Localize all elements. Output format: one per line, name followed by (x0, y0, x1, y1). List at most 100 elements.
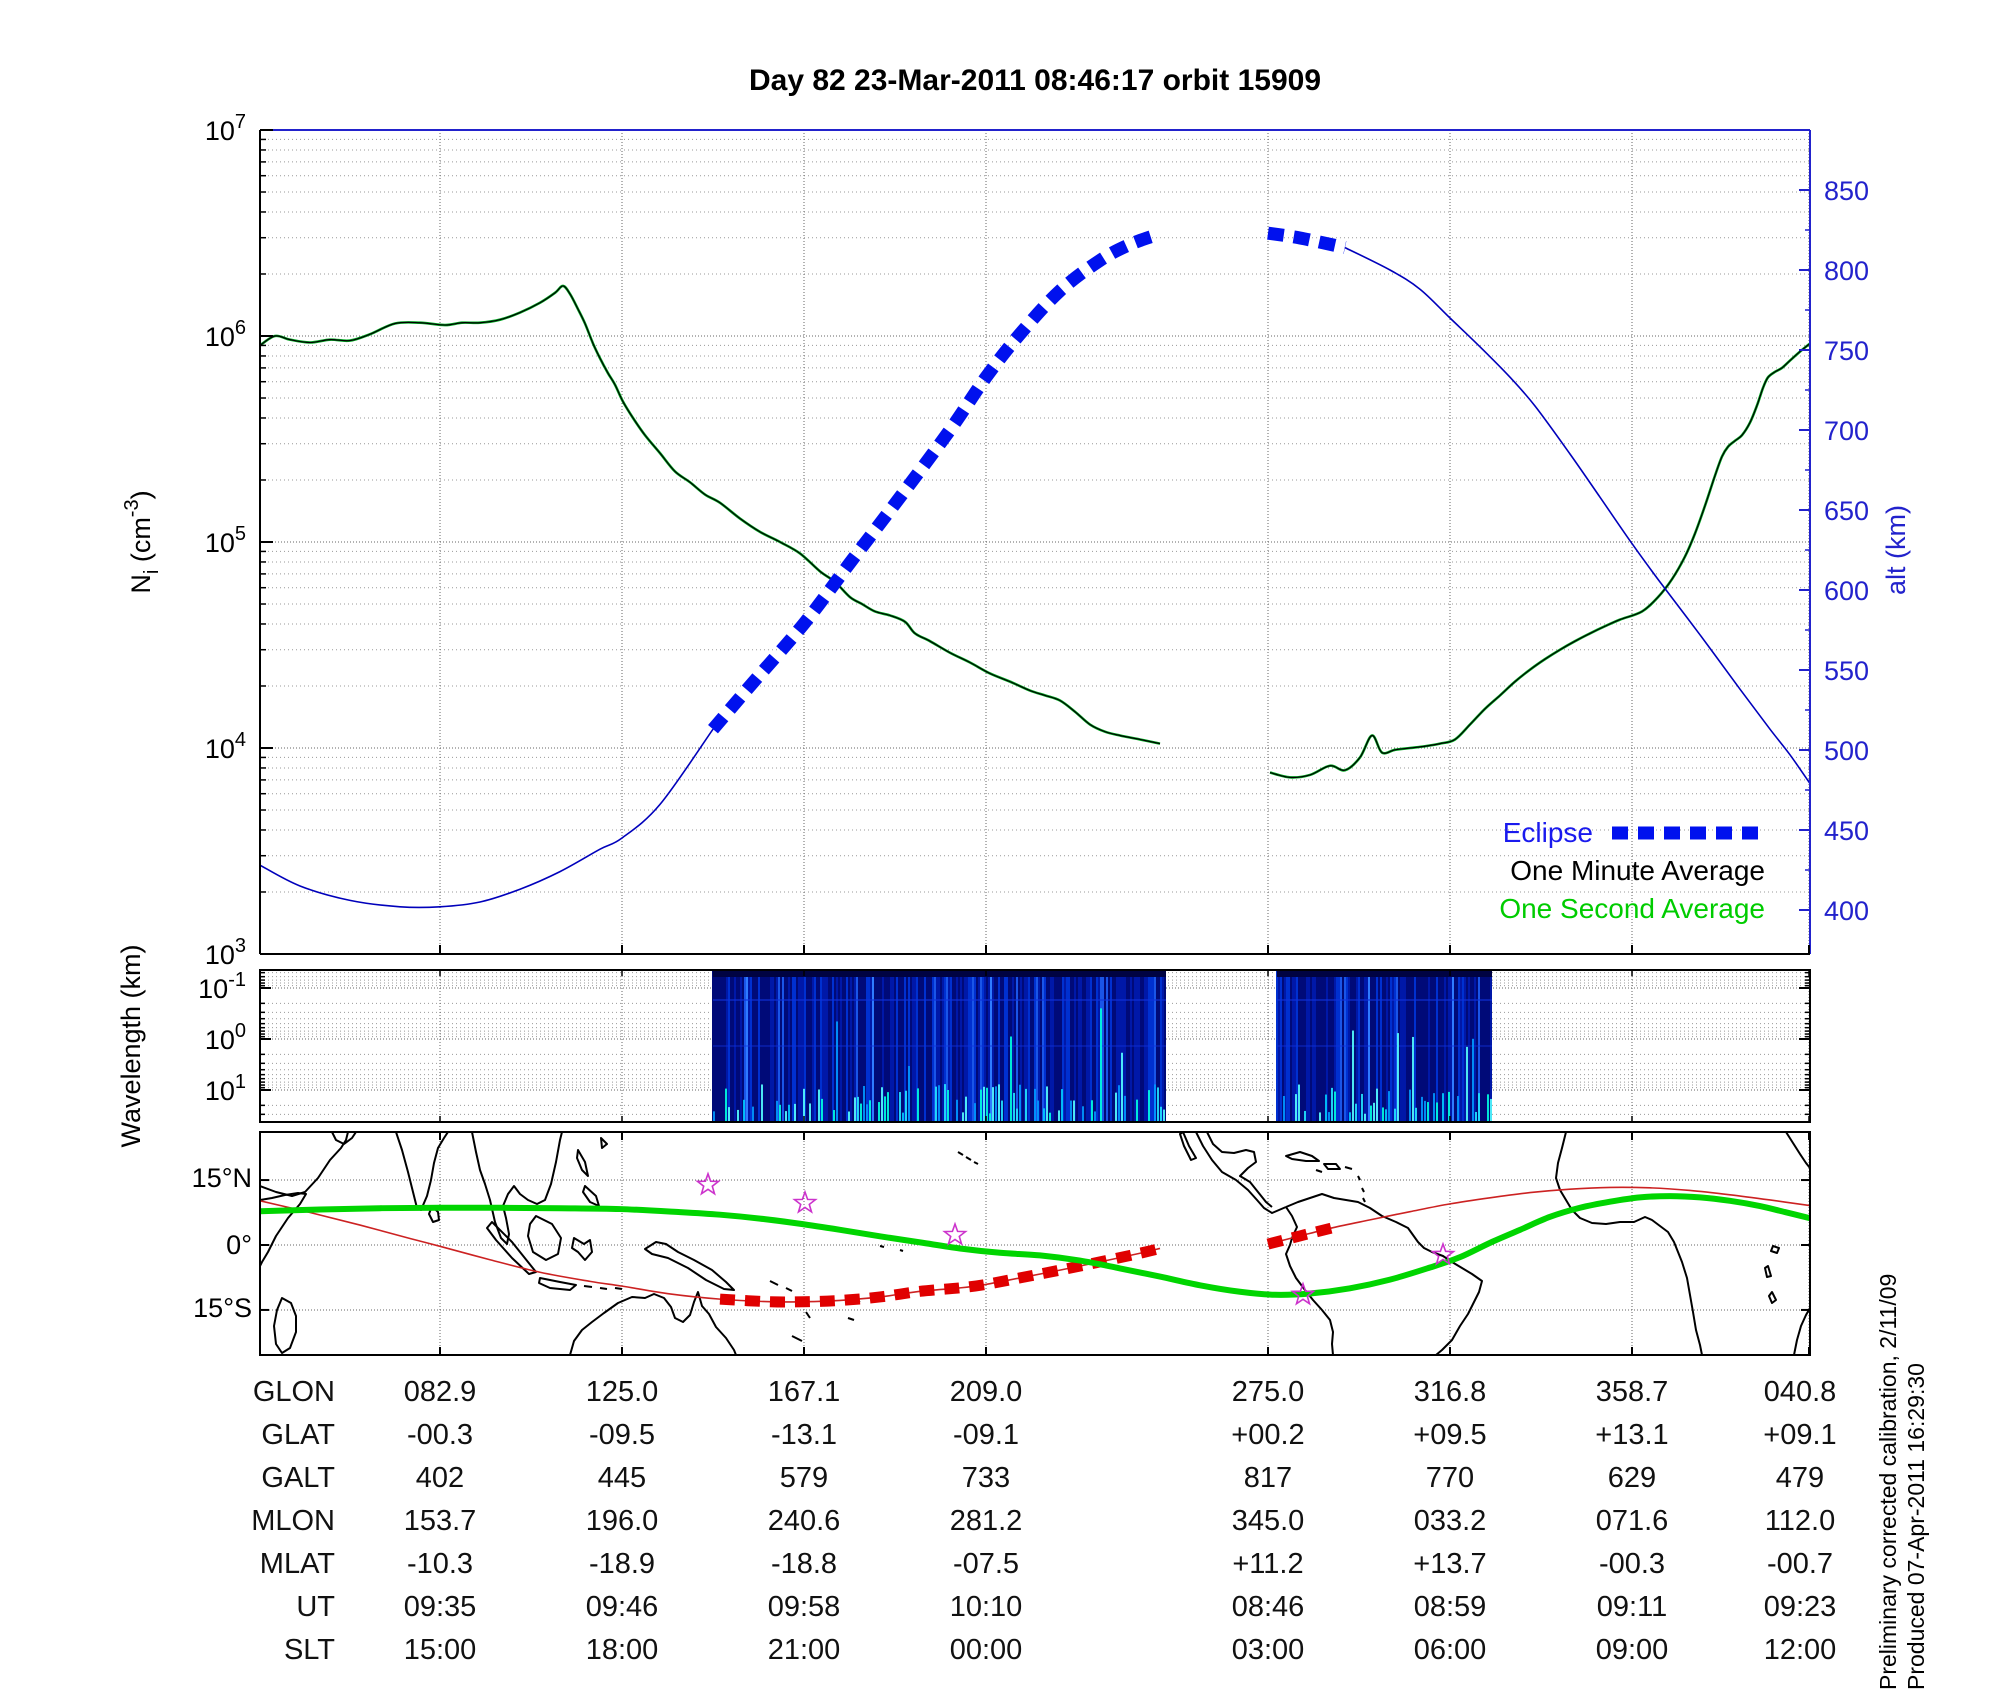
lat-label-15s: 15°S (193, 1293, 252, 1323)
table-cell: 167.1 (767, 1376, 841, 1408)
coast-sri-lanka (428, 1205, 440, 1223)
wavelength-spectrogram (712, 970, 1492, 1122)
table-cell: +09.5 (1413, 1419, 1487, 1451)
african-lakes (1764, 1245, 1780, 1304)
table-cell: 12:00 (1763, 1634, 1837, 1666)
table-cell: 316.8 (1413, 1376, 1487, 1408)
coast-lesser-sunda (583, 1285, 623, 1290)
table-cell: 345.0 (1231, 1505, 1305, 1537)
table-cell: 10:10 (949, 1591, 1023, 1623)
table-cell: +11.2 (1232, 1548, 1304, 1580)
table-row-label-glon: GLON (252, 1376, 335, 1408)
table-cell: 09:00 (1595, 1634, 1669, 1666)
coast-east-africa (1793, 1307, 1810, 1355)
coast-cuba (1285, 1151, 1320, 1162)
log-tick-label: 10-1 (198, 969, 246, 1004)
table-cell: 275.0 (1231, 1376, 1305, 1408)
table-cell: +09.1 (1763, 1419, 1837, 1451)
ground-track-line (1267, 1186, 1810, 1245)
coast-baja (1179, 1132, 1197, 1161)
table-cell: 09:58 (767, 1591, 841, 1623)
coast-indochina (471, 1132, 563, 1245)
wavelength-axis-label: Wavelength (km) (116, 944, 146, 1147)
legend-one-second-label: One Second Average (1499, 893, 1765, 924)
one-second-average-curve (1269, 342, 1810, 779)
one-minute-average-curve (260, 285, 1161, 745)
coast-hawaii (957, 1151, 979, 1165)
density-axis-label: Ni (cm-3) (121, 490, 163, 593)
table-cell: 08:59 (1413, 1591, 1487, 1623)
one-second-average-curve (260, 284, 1161, 745)
alt-tick-label: 800 (1824, 256, 1869, 286)
coast-west-africa (1555, 1132, 1703, 1355)
alt-tick-label: 400 (1824, 896, 1869, 926)
table-cell: 15:00 (403, 1634, 477, 1666)
alt-tick-label: 450 (1824, 816, 1869, 846)
axes-and-ticks (259, 129, 1811, 1356)
coast-philippines (576, 1149, 600, 1207)
figure-title: Day 82 23-Mar-2011 08:46:17 orbit 15909 (749, 64, 1321, 97)
table-cell: 358.7 (1595, 1376, 1669, 1408)
world-map-coastline (260, 1132, 1810, 1355)
table-cell: 209.0 (949, 1376, 1023, 1408)
coast-borneo (527, 1215, 562, 1261)
table-cell: +13.7 (1413, 1548, 1487, 1580)
table-row-label-mlat: MLAT (259, 1548, 335, 1580)
table-cell: 09:11 (1596, 1591, 1668, 1623)
alt-axis-label: alt (km) (1881, 505, 1911, 595)
table-cell: 402 (415, 1462, 465, 1494)
coast-java (538, 1277, 577, 1291)
legend-one-minute-label: One Minute Average (1510, 855, 1765, 886)
magnetic-equator-line (260, 1193, 1810, 1298)
coast-south-america-east (1285, 1193, 1483, 1355)
coast-arabia (260, 1132, 349, 1197)
table-cell: -00.3 (1598, 1548, 1666, 1580)
table-cell: 125.0 (585, 1376, 659, 1408)
table-cell: 071.6 (1595, 1505, 1669, 1537)
table-cell: 09:23 (1763, 1591, 1837, 1623)
table-cell: 281.2 (949, 1505, 1023, 1537)
station-star-marker (942, 1221, 968, 1246)
altitude-curve-solid (260, 728, 714, 909)
table-cell: -18.9 (588, 1548, 656, 1580)
lat-label-0: 0° (226, 1230, 252, 1260)
table-cell: -09.5 (588, 1419, 656, 1451)
data-curves (260, 226, 1810, 909)
log-tick-label: 100 (205, 1020, 246, 1055)
table-cell: 09:35 (403, 1591, 477, 1623)
ground-track-eclipse (719, 1243, 1162, 1308)
coast-india (395, 1132, 449, 1211)
tick-labels: 107 106 105 104 103 850 800 750 700 650 600 550 500 4… (121, 111, 1869, 1106)
alt-tick-label: 650 (1824, 496, 1869, 526)
table-cell: 770 (1425, 1462, 1475, 1494)
log-tick-label: 105 (205, 523, 246, 558)
altitude-curve-solid (1344, 246, 1810, 785)
log-tick-label: 103 (205, 935, 246, 970)
coast-central-america-west (1195, 1132, 1287, 1214)
alt-tick-label: 550 (1824, 656, 1869, 686)
coast-madagascar (273, 1297, 297, 1354)
table-cell: 21:00 (767, 1634, 841, 1666)
table-cell: +00.2 (1231, 1419, 1305, 1451)
alt-tick-label: 600 (1824, 576, 1869, 606)
coast-hispaniola (1315, 1163, 1353, 1173)
table-cell: 082.9 (403, 1376, 477, 1408)
station-star-marker (792, 1189, 818, 1214)
table-cell: 733 (961, 1462, 1011, 1494)
table-cell: 153.7 (403, 1505, 477, 1537)
map-tracks (260, 1171, 1810, 1308)
table-cell: 579 (779, 1462, 829, 1494)
table-cell: 08:46 (1231, 1591, 1305, 1623)
altitude-curve-eclipse (1267, 226, 1347, 254)
annotation-calibration: Preliminary corrected calibration, 2/11/… (1875, 1274, 1901, 1690)
table-cell: -13.1 (770, 1419, 838, 1451)
ground-track-eclipse (1266, 1222, 1335, 1250)
coast-gulf-of-mexico (1206, 1132, 1273, 1208)
coast-sulawesi (571, 1237, 593, 1261)
coast-taiwan (600, 1137, 608, 1149)
station-star-marker (1430, 1241, 1456, 1266)
table-row-label-galt: GALT (261, 1462, 335, 1494)
coast-horn-of-africa (260, 1192, 307, 1267)
coast-sumatra (486, 1221, 537, 1275)
